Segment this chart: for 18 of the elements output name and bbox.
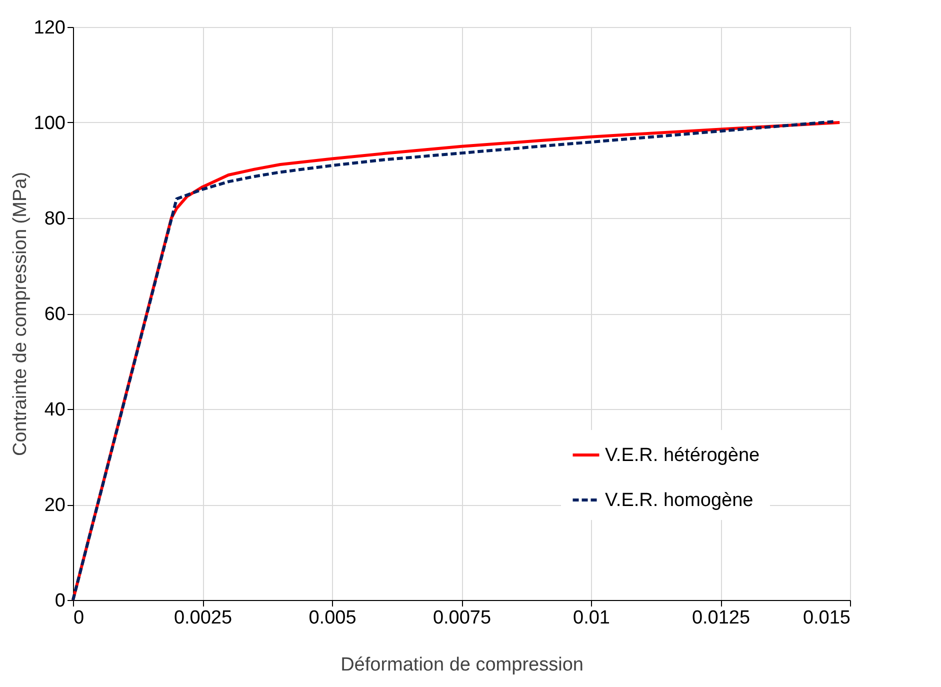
legend-label: V.E.R. hétérogène <box>605 445 760 466</box>
x-tick-label: 0.0125 <box>692 608 750 628</box>
x-tick-label: 0.0025 <box>174 608 232 628</box>
x-tick-label: 0.005 <box>308 608 356 628</box>
legend-label: V.E.R. homogène <box>605 490 754 511</box>
y-tick-label: 40 <box>44 400 66 420</box>
x-tick-label: 0 <box>74 608 84 628</box>
y-tick-label: 120 <box>34 18 66 38</box>
x-tick-label: 0.015 <box>802 608 850 628</box>
y-tick-label: 60 <box>44 304 66 325</box>
x-tick-label: 0.01 <box>573 608 610 628</box>
y-axis-title: Contrainte de compression (MPa) <box>10 172 31 456</box>
x-axis-title: Déformation de compression <box>340 654 584 676</box>
y-tick-label: 80 <box>44 208 66 230</box>
x-tick-label: 0.0075 <box>432 608 492 628</box>
y-tick-label: 0 <box>54 590 66 612</box>
y-tick-label: 100 <box>34 113 66 134</box>
y-tick-label: 20 <box>44 495 66 516</box>
